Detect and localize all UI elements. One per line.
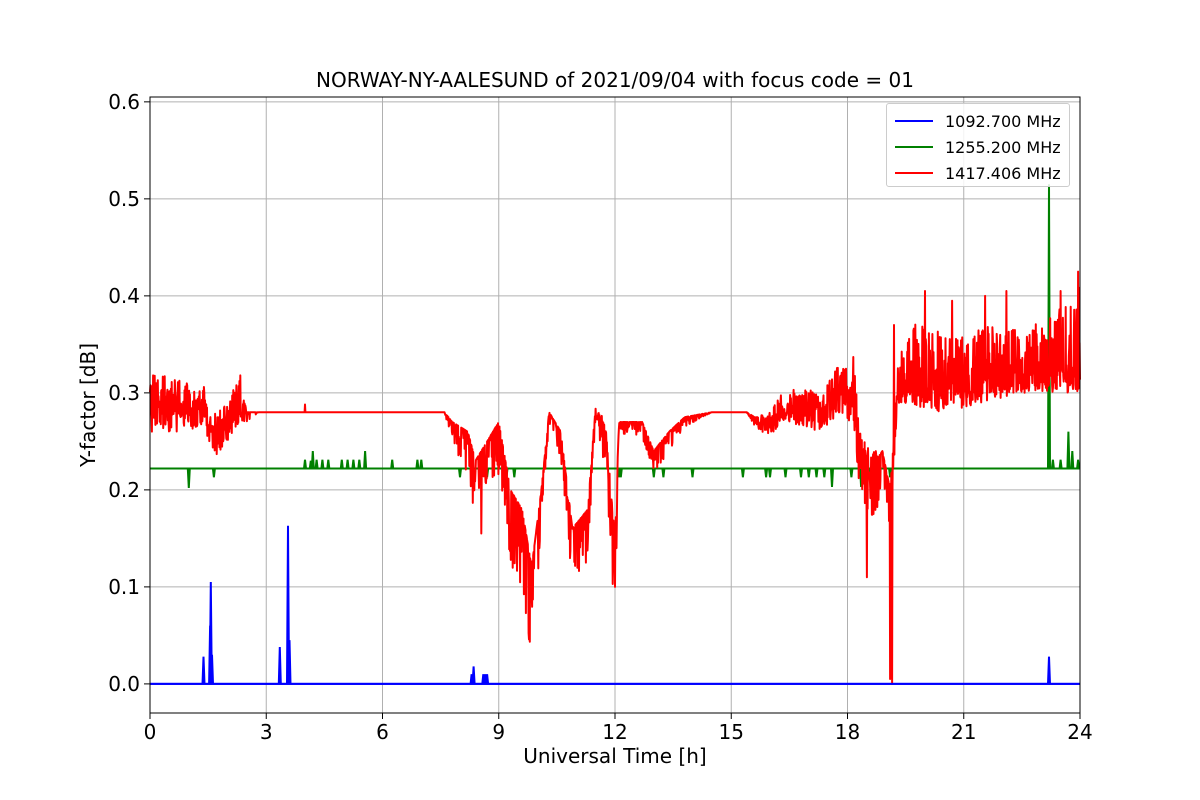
legend-swatch (895, 146, 933, 148)
x-tick-label: 24 (1067, 720, 1092, 744)
x-tick-label: 12 (602, 720, 627, 744)
x-tick-label: 6 (376, 720, 389, 744)
x-tick-label: 9 (492, 720, 505, 744)
y-tick-label: 0.5 (108, 187, 140, 211)
x-tick-label: 15 (719, 720, 744, 744)
legend-label: 1255.200 MHz (945, 137, 1061, 157)
legend-label: 1092.700 MHz (945, 111, 1061, 131)
legend-entry: 1417.406 MHz (895, 160, 1061, 186)
x-tick-label: 3 (260, 720, 273, 744)
legend-entry: 1092.700 MHz (895, 108, 1061, 134)
x-tick-label: 18 (835, 720, 860, 744)
x-axis-label: Universal Time [h] (523, 744, 706, 768)
y-tick-label: 0.4 (108, 284, 140, 308)
legend: 1092.700 MHz 1255.200 MHz 1417.406 MHz (886, 103, 1070, 187)
y-tick-label: 0.1 (108, 575, 140, 599)
legend-swatch (895, 172, 933, 174)
y-axis-label: Y-factor [dB] (76, 343, 100, 468)
x-tick-label: 0 (144, 720, 157, 744)
y-tick-label: 0.0 (108, 672, 140, 696)
series-line-2 (149, 270, 1081, 685)
x-tick-label: 21 (951, 720, 976, 744)
plot-series (149, 184, 1081, 685)
chart-title: NORWAY-NY-AALESUND of 2021/09/04 with fo… (316, 68, 914, 92)
axis-ticks: 0 3 6 9 12 15 18 21 24 0.0 0.1 0.2 0.3 0.4 0.5 0.6 (108, 90, 1093, 744)
y-tick-label: 0.6 (108, 90, 140, 114)
legend-entry: 1255.200 MHz (895, 134, 1061, 160)
legend-swatch (895, 120, 933, 122)
y-tick-label: 0.3 (108, 381, 140, 405)
y-tick-label: 0.2 (108, 478, 140, 502)
legend-label: 1417.406 MHz (945, 163, 1061, 183)
